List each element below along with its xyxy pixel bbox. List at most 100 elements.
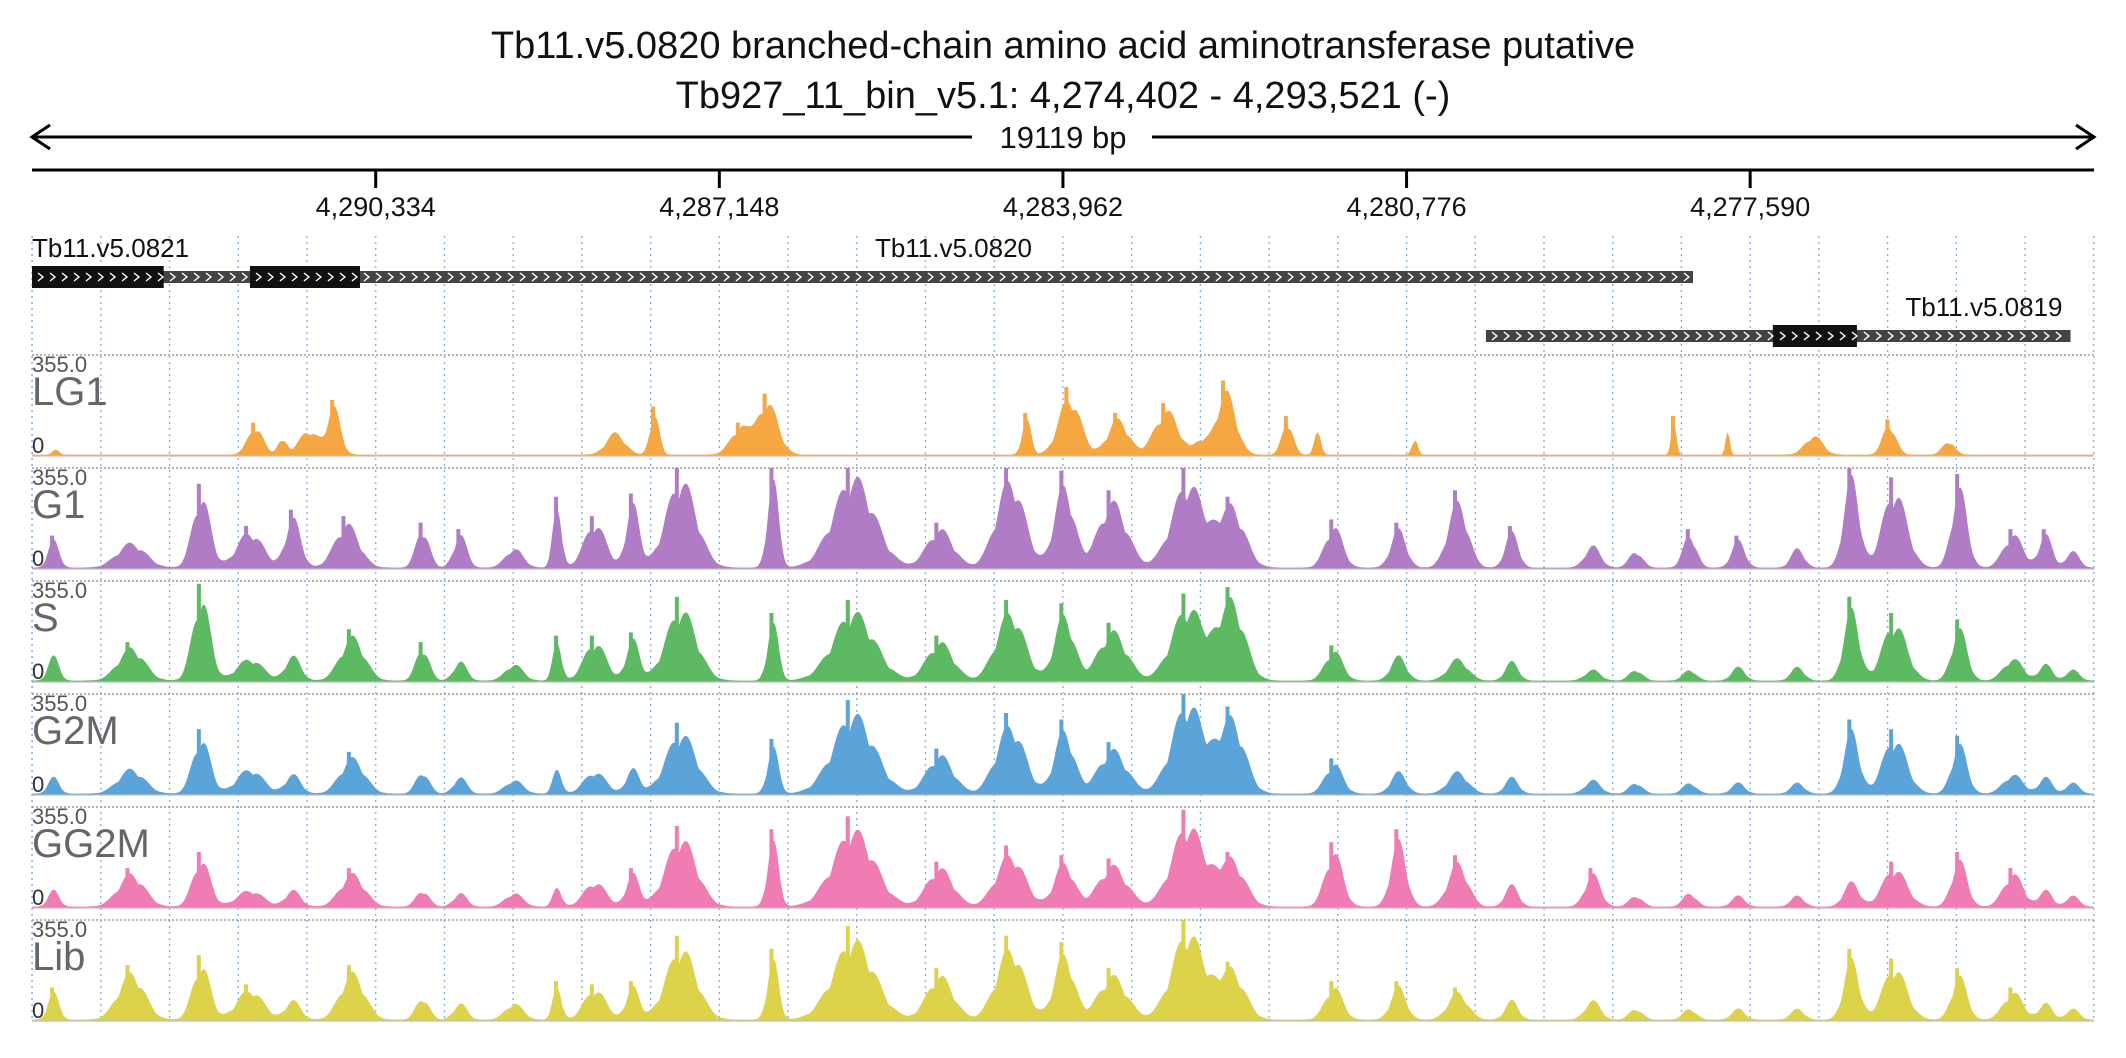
strand-chevron bbox=[1419, 272, 1427, 282]
coverage-spike bbox=[934, 968, 939, 1020]
coverage-spike bbox=[845, 468, 850, 568]
coverage-spike bbox=[1955, 474, 1960, 568]
coverage-spike bbox=[762, 393, 767, 455]
strand-chevron bbox=[459, 272, 467, 282]
strand-chevron bbox=[303, 272, 311, 282]
coverage-spike bbox=[125, 642, 130, 681]
strand-chevron bbox=[1671, 272, 1679, 282]
coverage-spike bbox=[769, 829, 774, 907]
coverage-spike bbox=[589, 635, 594, 681]
strand-chevron bbox=[1527, 272, 1535, 282]
strand-chevron bbox=[855, 272, 863, 282]
coverage-spike bbox=[735, 422, 740, 455]
coverage-spike bbox=[674, 468, 679, 568]
gene-model: Tb11.v5.0819 bbox=[1485, 292, 2071, 347]
strand-chevron bbox=[1611, 272, 1619, 282]
coverage-spike bbox=[2008, 987, 2013, 1020]
strand-chevron bbox=[1179, 272, 1187, 282]
strand-chevron bbox=[627, 272, 635, 282]
coverage-spike bbox=[1889, 477, 1894, 568]
strand-chevron bbox=[1839, 331, 1847, 341]
strand-chevron bbox=[435, 272, 443, 282]
coverage-spike bbox=[1452, 490, 1457, 568]
strand-chevron bbox=[447, 272, 455, 282]
strand-chevron bbox=[1107, 272, 1115, 282]
coverage-spike bbox=[1685, 529, 1690, 568]
strand-chevron bbox=[315, 272, 323, 282]
strand-chevron bbox=[675, 272, 683, 282]
track-min-label: 0 bbox=[32, 546, 44, 571]
coverage-spike bbox=[769, 612, 774, 681]
coverage-spike bbox=[1059, 942, 1064, 1020]
strand-chevron bbox=[2043, 331, 2051, 341]
coverage-spike bbox=[50, 987, 55, 1020]
strand-chevron bbox=[1155, 272, 1163, 282]
strand-chevron bbox=[1347, 272, 1355, 282]
coverage-spike bbox=[1225, 587, 1230, 681]
strand-chevron bbox=[1023, 272, 1031, 282]
strand-chevron bbox=[975, 272, 983, 282]
coverage-spike bbox=[418, 642, 423, 681]
axis-tick-label: 4,290,334 bbox=[316, 192, 436, 222]
strand-chevron bbox=[1287, 272, 1295, 282]
coverage-spike bbox=[341, 516, 346, 568]
coverage-spike bbox=[554, 981, 559, 1020]
coverage-spike bbox=[1847, 719, 1852, 794]
coverage-spike bbox=[1181, 468, 1186, 568]
strand-chevron bbox=[1491, 331, 1499, 341]
coverage-spike bbox=[1889, 861, 1894, 907]
strand-chevron bbox=[507, 272, 515, 282]
strand-chevron bbox=[699, 272, 707, 282]
strand-chevron bbox=[1527, 331, 1535, 341]
strand-chevron bbox=[1131, 272, 1139, 282]
coverage-spike bbox=[1394, 522, 1399, 568]
coverage-spike bbox=[1889, 958, 1894, 1020]
coverage-spike bbox=[1847, 596, 1852, 681]
strand-chevron bbox=[1371, 272, 1379, 282]
strand-chevron bbox=[169, 272, 177, 282]
gene-label: Tb11.v5.0820 bbox=[875, 233, 1032, 263]
strand-chevron bbox=[1563, 272, 1571, 282]
strand-chevron bbox=[651, 272, 659, 282]
strand-chevron bbox=[109, 272, 117, 282]
strand-chevron bbox=[2055, 331, 2063, 341]
strand-chevron bbox=[1539, 272, 1547, 282]
track-max-label: 355.0 bbox=[32, 804, 87, 829]
strand-chevron bbox=[37, 272, 45, 282]
coverage-spike bbox=[1955, 735, 1960, 794]
strand-chevron bbox=[1299, 272, 1307, 282]
strand-chevron bbox=[579, 272, 587, 282]
coverage-spike bbox=[196, 729, 201, 794]
coverage-spike bbox=[674, 826, 679, 907]
strand-chevron bbox=[1239, 272, 1247, 282]
coverage-spike bbox=[1734, 535, 1739, 568]
strand-chevron bbox=[1095, 272, 1103, 282]
coverage-spike bbox=[346, 964, 351, 1020]
strand-chevron bbox=[1263, 272, 1271, 282]
strand-chevron bbox=[1551, 272, 1559, 282]
strand-chevron bbox=[61, 272, 69, 282]
coverage-spike bbox=[1064, 386, 1069, 455]
strand-chevron bbox=[603, 272, 611, 282]
strand-chevron bbox=[49, 272, 57, 282]
strand-chevron bbox=[1971, 331, 1979, 341]
coverage-spike bbox=[845, 600, 850, 681]
coverage-spike bbox=[934, 522, 939, 568]
strand-chevron bbox=[927, 272, 935, 282]
strand-chevron bbox=[1119, 272, 1127, 282]
coverage-spike bbox=[196, 583, 201, 681]
strand-chevron bbox=[1563, 331, 1571, 341]
strand-chevron bbox=[939, 272, 947, 282]
coverage-spike bbox=[346, 751, 351, 794]
track-max-label: 355.0 bbox=[32, 352, 87, 377]
strand-chevron bbox=[1455, 272, 1463, 282]
coverage-spike bbox=[934, 861, 939, 907]
track-name: G2M bbox=[32, 709, 119, 753]
coverage-spike bbox=[1885, 419, 1890, 455]
coverage-spike bbox=[674, 722, 679, 794]
strand-chevron bbox=[555, 272, 563, 282]
strand-chevron bbox=[891, 272, 899, 282]
coverage-spike bbox=[554, 496, 559, 568]
coverage-spike bbox=[1106, 858, 1111, 907]
